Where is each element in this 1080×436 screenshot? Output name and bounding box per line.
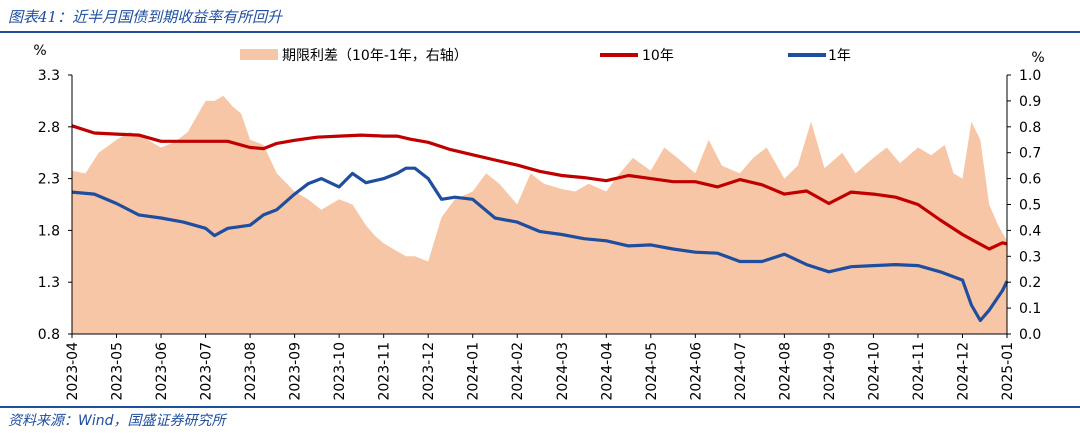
x-tick-label: 2025-01: [1000, 342, 1016, 401]
left-tick-label: 2.3: [38, 172, 60, 188]
x-tick-label: 2024-04: [599, 342, 615, 401]
series-line-0: [71, 124, 1008, 251]
x-tick-label: 2024-05: [644, 342, 660, 401]
x-tick-label: 2024-06: [688, 342, 704, 401]
right-tick-label: 1.0: [1019, 68, 1041, 84]
left-tick-label: 1.8: [38, 223, 60, 239]
x-tick-label: 2023-05: [110, 342, 126, 401]
right-tick-label: 0.1: [1019, 301, 1041, 317]
x-tick-label: 2024-01: [466, 342, 482, 401]
x-tick-label: 2024-07: [733, 342, 749, 401]
x-tick-label: 2023-07: [199, 342, 215, 401]
left-tick-label: 3.3: [38, 68, 60, 84]
yield-line-layer: [71, 124, 1009, 323]
left-tick-label: 2.8: [38, 120, 60, 136]
right-tick-label: 0.3: [1019, 249, 1041, 265]
right-tick-label: 0.4: [1019, 223, 1041, 239]
legend-item-2: 1年: [788, 48, 851, 64]
legend-item-1: 10年: [600, 48, 674, 64]
legend-swatch-area: [240, 49, 278, 60]
right-tick-label: 0.6: [1019, 172, 1041, 188]
legend-label: 1年: [828, 48, 851, 64]
left-tick-label: 1.3: [38, 275, 60, 291]
footer-rule: [0, 406, 1080, 408]
x-tick-label: 2023-06: [154, 342, 170, 401]
x-tick-label: 2024-08: [777, 342, 793, 401]
x-tick-label: 2023-10: [332, 342, 348, 401]
x-tick-label: 2024-09: [822, 342, 838, 401]
x-tick-label: 2024-10: [866, 342, 882, 401]
series-line-1: [71, 166, 1009, 323]
title-rule: [0, 31, 1080, 33]
left-tick-label: 0.8: [38, 327, 60, 343]
x-tick-label: 2024-11: [911, 342, 927, 401]
right-tick-label: 0.7: [1019, 146, 1041, 162]
right-axis-unit: %: [1031, 50, 1044, 66]
right-tick-label: 0.8: [1019, 120, 1041, 136]
right-tick-label: 0.0: [1019, 327, 1041, 343]
spread-area: [72, 95, 1007, 334]
tick-label-layer: 3.3 2.8 2.3 1.8 1.3 0.8 1.0 0.9 0.8 0.7 0.6 0.5 0.4 0…: [38, 68, 1042, 401]
x-tick-label: 2023-08: [243, 342, 259, 401]
x-tick-label: 2023-04: [65, 342, 81, 401]
x-tick-label: 2024-03: [555, 342, 571, 401]
x-tick-label: 2024-02: [510, 342, 526, 401]
chart-title: 图表41：近半月国债到期收益率有所回升: [8, 8, 283, 26]
left-axis-unit: %: [33, 43, 46, 59]
x-tick-label: 2023-09: [288, 342, 304, 401]
x-tick-label: 2024-12: [955, 342, 971, 401]
right-tick-label: 0.9: [1019, 94, 1041, 110]
x-tick-label: 2023-12: [421, 342, 437, 401]
right-tick-label: 0.5: [1019, 198, 1041, 214]
legend-label: 10年: [642, 48, 674, 64]
legend-label: 期限利差（10年-1年，右轴）: [282, 48, 468, 64]
spread-area-layer: [72, 95, 1007, 334]
right-tick-label: 0.2: [1019, 275, 1041, 291]
x-tick-label: 2023-11: [377, 342, 393, 401]
legend-item-0: 期限利差（10年-1年，右轴）: [240, 48, 468, 64]
legend: 期限利差（10年-1年，右轴） 10年 1年: [240, 48, 851, 64]
source-note: 资料来源：Wind，国盛证券研究所: [8, 413, 226, 429]
